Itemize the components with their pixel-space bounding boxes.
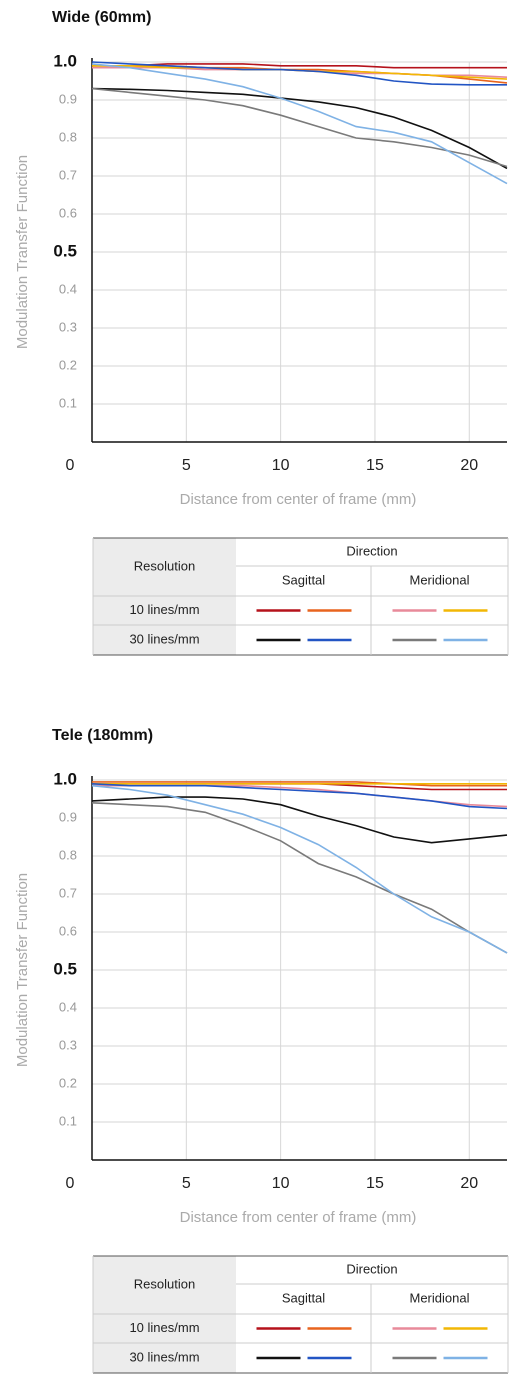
table-header: Meridional	[410, 572, 470, 587]
x-tick-label: 20	[460, 457, 478, 474]
y-tick-label: 1.0	[53, 769, 77, 788]
y-tick-label: 0.6	[59, 923, 77, 938]
y-tick-label: 0.9	[59, 91, 77, 106]
x-tick-label: 10	[272, 457, 290, 474]
y-axis-title: Modulation Transfer Function	[14, 873, 31, 1067]
chart-title: Tele (180mm)	[52, 727, 153, 744]
y-tick-label: 0.3	[59, 1037, 77, 1052]
table-header: Sagittal	[282, 572, 325, 587]
y-tick-label: 0.4	[59, 999, 77, 1014]
header-cell	[93, 1256, 236, 1314]
y-tick-label: 0.1	[59, 395, 77, 410]
x-tick-label: 15	[366, 1175, 384, 1192]
x-tick-label: 5	[182, 457, 191, 474]
series-line	[91, 61, 507, 86]
y-tick-label: 0.2	[59, 1075, 77, 1090]
series-line	[91, 783, 508, 810]
x-tick-label: 0	[66, 1175, 75, 1192]
legend-table: Resolution Direction Sagittal Meridional 10 …	[92, 537, 509, 656]
table-row-label: 10 lines/mm	[129, 602, 199, 617]
y-tick-label: 0.1	[59, 1113, 77, 1128]
legend-table: Resolution Direction Sagittal Meridional 10 …	[92, 1255, 509, 1374]
y-tick-label: 0.8	[59, 847, 77, 862]
header-cell	[93, 538, 236, 596]
y-tick-label: 0.3	[59, 319, 77, 334]
y-tick-label: 0.4	[59, 281, 77, 296]
series-line	[91, 784, 508, 954]
table-header: Direction	[346, 1261, 397, 1276]
table-header: Direction	[346, 543, 397, 558]
x-tick-label: 20	[460, 1175, 478, 1192]
y-tick-label: 0.7	[59, 885, 77, 900]
table-row-label: 10 lines/mm	[129, 1320, 199, 1335]
y-tick-label: 0.8	[59, 129, 77, 144]
table-header: Resolution	[134, 558, 195, 573]
y-tick-label: 1.0	[53, 51, 77, 70]
x-axis-title: Distance from center of frame (mm)	[180, 1209, 417, 1226]
series-line	[91, 63, 508, 185]
y-tick-label: 0.7	[59, 167, 77, 182]
table-row-label: 30 lines/mm	[129, 631, 199, 646]
x-tick-label: 5	[182, 1175, 191, 1192]
series-line	[91, 796, 508, 844]
y-tick-label: 0.9	[59, 809, 77, 824]
x-axis-title: Distance from center of frame (mm)	[180, 491, 417, 508]
y-axis-title: Modulation Transfer Function	[14, 155, 31, 349]
series-line	[92, 781, 507, 787]
y-tick-label: 0.5	[53, 959, 77, 978]
series-line	[91, 87, 508, 170]
x-tick-label: 10	[272, 1175, 290, 1192]
series-line	[92, 63, 507, 69]
chart: Tele (180mm) Modulation Transfer Function…	[14, 727, 509, 1374]
chart-title: Wide (60mm)	[52, 9, 151, 26]
table-header: Sagittal	[282, 1290, 325, 1305]
x-tick-label: 0	[66, 457, 75, 474]
y-tick-label: 0.5	[53, 241, 77, 260]
series-line	[91, 802, 508, 954]
chart: Wide (60mm) Modulation Transfer Function D…	[14, 9, 509, 656]
x-tick-label: 15	[366, 457, 384, 474]
table-header: Resolution	[134, 1276, 195, 1291]
y-tick-label: 0.2	[59, 357, 77, 372]
series-line	[91, 87, 508, 168]
table-header: Meridional	[410, 1290, 470, 1305]
table-row-label: 30 lines/mm	[129, 1349, 199, 1364]
y-tick-label: 0.6	[59, 205, 77, 220]
